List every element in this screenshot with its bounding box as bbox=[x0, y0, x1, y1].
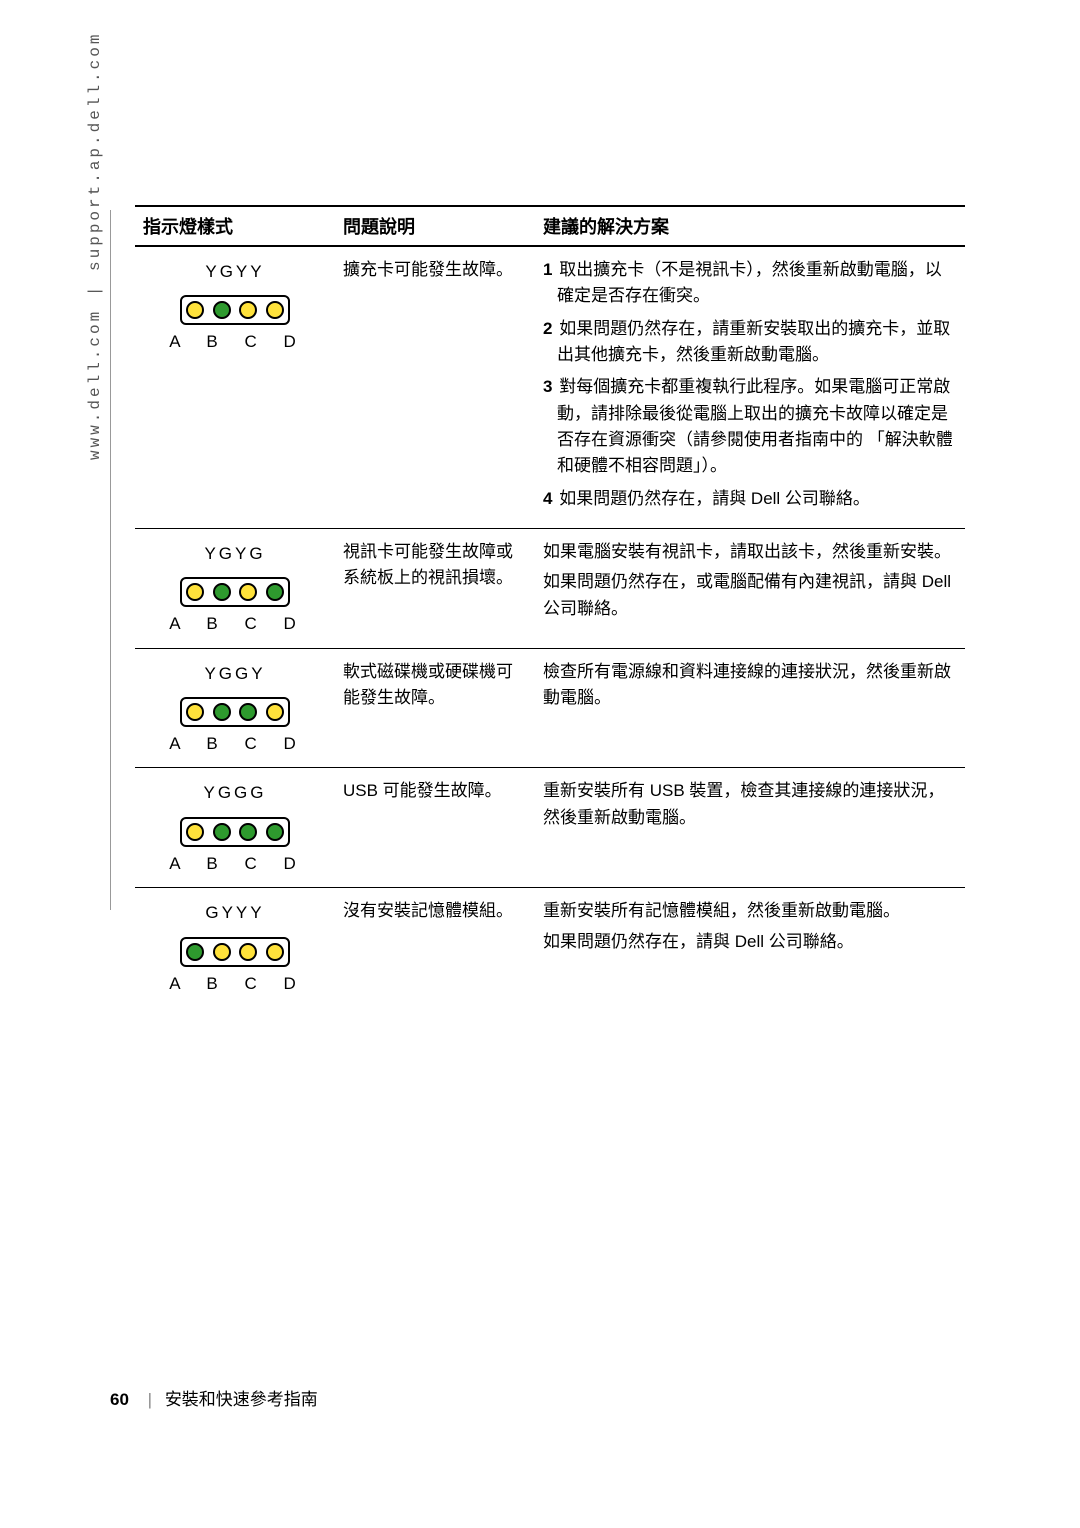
diagnostics-table: 指示燈樣式 問題說明 建議的解決方案 YGYY A B C D 擴充卡可能發生故障。… bbox=[135, 205, 965, 1007]
led-yellow-icon bbox=[186, 583, 204, 601]
led-yellow-icon bbox=[266, 301, 284, 319]
pattern-code: YGGY bbox=[143, 661, 327, 687]
cell-problem: 視訊卡可能發生故障或系統板上的視訊損壞。 bbox=[335, 529, 535, 649]
led-indicator-box bbox=[180, 295, 290, 325]
pattern-code: GYYY bbox=[143, 900, 327, 926]
solution-item: 4 如果問題仍然存在，請與 Dell 公司聯絡。 bbox=[543, 486, 957, 512]
vertical-url: www.dell.com | support.ap.dell.com bbox=[86, 32, 104, 460]
cell-pattern: YGYG A B C D bbox=[135, 529, 335, 649]
cell-pattern: YGGG A B C D bbox=[135, 768, 335, 888]
solution-number: 1 bbox=[543, 260, 552, 279]
led-green-icon bbox=[186, 943, 204, 961]
solution-text: 如果問題仍然存在，請與 Dell 公司聯絡。 bbox=[554, 489, 869, 508]
page-number: 60 bbox=[110, 1390, 129, 1409]
footer-title: 安裝和快速參考指南 bbox=[165, 1390, 318, 1409]
table-row: GYYY A B C D 沒有安裝記憶體模組。重新安裝所有記憶體模組，然後重新啟動電… bbox=[135, 888, 965, 1007]
main-content: 指示燈樣式 問題說明 建議的解決方案 YGYY A B C D 擴充卡可能發生故障。… bbox=[135, 205, 965, 1007]
led-indicator-box bbox=[180, 577, 290, 607]
led-yellow-icon bbox=[213, 943, 231, 961]
solution-text: 如果電腦安裝有視訊卡，請取出該卡，然後重新安裝。 bbox=[543, 539, 957, 565]
led-yellow-icon bbox=[239, 583, 257, 601]
solution-text: 如果問題仍然存在，請重新安裝取出的擴充卡，並取出其他擴充卡，然後重新啟動電腦。 bbox=[554, 319, 950, 364]
led-green-icon bbox=[239, 703, 257, 721]
cell-problem: 擴充卡可能發生故障。 bbox=[335, 246, 535, 529]
solution-text: 取出擴充卡（不是視訊卡），然後重新啟動電腦，以確定是否存在衝突。 bbox=[554, 260, 941, 305]
solution-number: 2 bbox=[543, 319, 552, 338]
cell-solution: 重新安裝所有記憶體模組，然後重新啟動電腦。如果問題仍然存在，請與 Dell 公司… bbox=[535, 888, 965, 1007]
solution-item: 3 對每個擴充卡都重複執行此程序。如果電腦可正常啟動，請排除最後從電腦上取出的擴… bbox=[543, 374, 957, 479]
cell-problem: 軟式磁碟機或硬碟機可能發生故障。 bbox=[335, 648, 535, 768]
th-problem: 問題說明 bbox=[335, 206, 535, 246]
solution-number: 4 bbox=[543, 489, 552, 508]
footer-divider: | bbox=[148, 1390, 152, 1409]
cell-solution: 1 取出擴充卡（不是視訊卡），然後重新啟動電腦，以確定是否存在衝突。2 如果問題… bbox=[535, 246, 965, 529]
th-pattern: 指示燈樣式 bbox=[135, 206, 335, 246]
led-yellow-icon bbox=[186, 823, 204, 841]
solution-item: 2 如果問題仍然存在，請重新安裝取出的擴充卡，並取出其他擴充卡，然後重新啟動電腦… bbox=[543, 316, 957, 369]
pattern-code: YGYY bbox=[143, 259, 327, 285]
abcd-label: A B C D bbox=[149, 731, 327, 757]
led-yellow-icon bbox=[186, 301, 204, 319]
cell-pattern: YGGY A B C D bbox=[135, 648, 335, 768]
solution-text: 如果問題仍然存在，或電腦配備有內建視訊，請與 Dell 公司聯絡。 bbox=[543, 569, 957, 622]
cell-solution: 重新安裝所有 USB 裝置，檢查其連接線的連接狀況，然後重新啟動電腦。 bbox=[535, 768, 965, 888]
table-row: YGGY A B C D 軟式磁碟機或硬碟機可能發生故障。檢查所有電源線和資料連接線… bbox=[135, 648, 965, 768]
th-solution: 建議的解決方案 bbox=[535, 206, 965, 246]
table-row: YGYG A B C D 視訊卡可能發生故障或系統板上的視訊損壞。如果電腦安裝有視訊… bbox=[135, 529, 965, 649]
table-row: YGGG A B C D USB 可能發生故障。重新安裝所有 USB 裝置，檢查其連… bbox=[135, 768, 965, 888]
table-row: YGYYA B C D擴充卡可能發生故障。1 取出擴充卡（不是視訊卡），然後重新… bbox=[135, 246, 965, 529]
solution-text: 重新安裝所有記憶體模組，然後重新啟動電腦。 bbox=[543, 898, 957, 924]
solution-text: 對每個擴充卡都重複執行此程序。如果電腦可正常啟動，請排除最後從電腦上取出的擴充卡… bbox=[554, 377, 952, 475]
led-yellow-icon bbox=[266, 943, 284, 961]
vertical-divider bbox=[110, 210, 111, 910]
led-green-icon bbox=[213, 583, 231, 601]
cell-pattern: GYYY A B C D bbox=[135, 888, 335, 1007]
solution-text: 如果問題仍然存在，請與 Dell 公司聯絡。 bbox=[543, 929, 957, 955]
cell-solution: 檢查所有電源線和資料連接線的連接狀況，然後重新啟動電腦。 bbox=[535, 648, 965, 768]
cell-problem: USB 可能發生故障。 bbox=[335, 768, 535, 888]
abcd-label: A B C D bbox=[149, 971, 327, 997]
led-indicator-box bbox=[180, 697, 290, 727]
solution-number: 3 bbox=[543, 377, 552, 396]
cell-problem: 沒有安裝記憶體模組。 bbox=[335, 888, 535, 1007]
led-indicator-box bbox=[180, 817, 290, 847]
led-green-icon bbox=[213, 301, 231, 319]
led-yellow-icon bbox=[239, 301, 257, 319]
pattern-code: YGYG bbox=[143, 541, 327, 567]
abcd-label: A B C D bbox=[149, 611, 327, 637]
page-footer: 60 | 安裝和快速參考指南 bbox=[110, 1385, 318, 1410]
solution-item: 1 取出擴充卡（不是視訊卡），然後重新啟動電腦，以確定是否存在衝突。 bbox=[543, 257, 957, 310]
abcd-label: A B C D bbox=[149, 329, 327, 355]
led-green-icon bbox=[266, 823, 284, 841]
solution-text: 檢查所有電源線和資料連接線的連接狀況，然後重新啟動電腦。 bbox=[543, 659, 957, 712]
led-yellow-icon bbox=[239, 943, 257, 961]
cell-pattern: YGYY A B C D bbox=[135, 246, 335, 529]
led-green-icon bbox=[213, 823, 231, 841]
cell-solution: 如果電腦安裝有視訊卡，請取出該卡，然後重新安裝。如果問題仍然存在，或電腦配備有內… bbox=[535, 529, 965, 649]
led-yellow-icon bbox=[186, 703, 204, 721]
led-indicator-box bbox=[180, 937, 290, 967]
pattern-code: YGGG bbox=[143, 780, 327, 806]
led-green-icon bbox=[239, 823, 257, 841]
led-green-icon bbox=[213, 703, 231, 721]
led-yellow-icon bbox=[266, 703, 284, 721]
abcd-label: A B C D bbox=[149, 851, 327, 877]
led-green-icon bbox=[266, 583, 284, 601]
solution-text: 重新安裝所有 USB 裝置，檢查其連接線的連接狀況，然後重新啟動電腦。 bbox=[543, 778, 957, 831]
